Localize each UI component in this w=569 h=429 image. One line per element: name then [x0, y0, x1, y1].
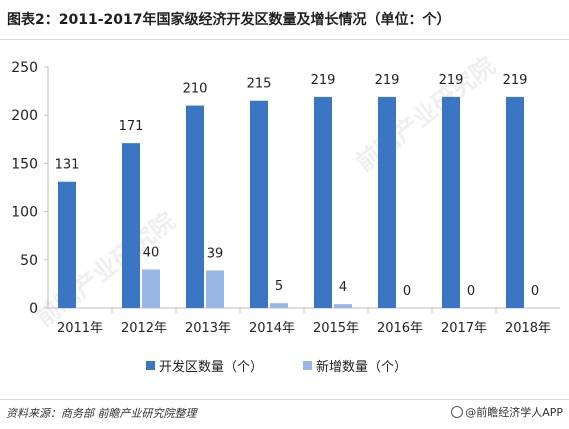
x-tick-label: 2017年 [441, 321, 487, 336]
bar-series-1 [506, 96, 524, 308]
x-tick-label: 2015年 [313, 321, 359, 336]
data-label-series-1: 219 [375, 73, 400, 88]
data-label-series-2: 39 [207, 246, 224, 261]
bar-series-1 [186, 105, 204, 308]
x-tick-label: 2016年 [377, 321, 423, 336]
data-label-series-1: 171 [119, 119, 144, 134]
y-tick-label: 200 [11, 108, 38, 124]
bar-series-1 [314, 96, 332, 308]
x-tick-label: 2012年 [121, 321, 167, 336]
bar-series-1 [250, 100, 268, 308]
data-label-series-1: 210 [183, 82, 208, 97]
credit-text: @前瞻经济学人APP [465, 406, 563, 419]
bar-series-2 [334, 304, 352, 308]
x-tick-label: 2018年 [505, 321, 551, 336]
data-label-series-2: 0 [531, 284, 539, 299]
data-label-series-2: 4 [339, 280, 347, 295]
footer-divider [0, 399, 569, 400]
y-tick-label: 50 [20, 253, 38, 269]
y-tick-label: 250 [11, 60, 38, 76]
x-tick-label: 2011年 [57, 321, 103, 336]
bar-series-2 [206, 270, 224, 308]
credit: @前瞻经济学人APP [451, 404, 563, 420]
data-label-series-1: 131 [55, 158, 80, 173]
title-divider [0, 39, 569, 40]
x-tick-label: 2013年 [185, 321, 231, 336]
bar-chart: 0501001502002502011年1312012年171402013年21… [11, 60, 560, 375]
legend-swatch-series-2 [303, 361, 312, 370]
y-tick-label: 0 [29, 301, 38, 317]
legend-label-series-1: 开发区数量（个） [159, 359, 263, 375]
y-tick-label: 100 [11, 205, 38, 221]
legend-label-series-2: 新增数量（个） [316, 359, 407, 375]
data-label-series-1: 219 [311, 73, 336, 88]
bar-series-1 [122, 143, 140, 308]
source-note: 资料来源：商务部 前瞻产业研究院整理 [6, 407, 197, 420]
bar-series-1 [442, 96, 460, 308]
data-label-series-2: 40 [143, 245, 160, 260]
data-label-series-2: 0 [403, 284, 411, 299]
data-label-series-1: 219 [503, 73, 528, 88]
bar-series-1 [378, 96, 396, 308]
data-label-series-2: 5 [275, 279, 283, 294]
data-label-series-2: 0 [467, 284, 475, 299]
brand-logo-icon [451, 406, 464, 418]
y-tick-label: 150 [11, 156, 38, 172]
chart-title: 图表2：2011-2017年国家级经济开发区数量及增长情况（单位：个） [7, 12, 451, 28]
x-tick-label: 2014年 [249, 321, 295, 336]
bar-series-2 [142, 269, 160, 308]
bar-series-1 [58, 181, 76, 308]
data-label-series-1: 215 [247, 77, 272, 92]
data-label-series-1: 219 [439, 73, 464, 88]
legend-swatch-series-1 [146, 361, 155, 370]
bar-series-2 [270, 303, 288, 308]
